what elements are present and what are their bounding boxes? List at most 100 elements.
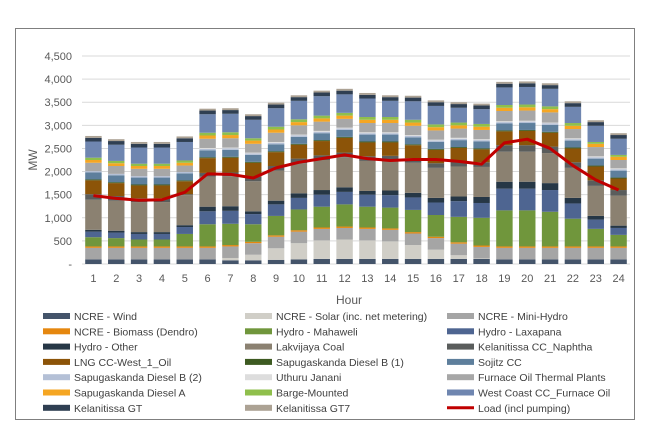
bar-segment bbox=[610, 259, 627, 264]
bar-segment bbox=[176, 195, 193, 226]
y-tick-label: 3,000 bbox=[44, 120, 72, 132]
bar-segment bbox=[267, 132, 285, 142]
bar-segment bbox=[359, 190, 376, 195]
bar-segment bbox=[382, 229, 399, 242]
legend-swatch bbox=[43, 389, 70, 396]
bar-segment bbox=[313, 131, 330, 134]
bar-segment bbox=[473, 202, 490, 218]
bar-segment bbox=[359, 123, 376, 133]
bar-segment bbox=[245, 243, 262, 255]
bar-segment bbox=[541, 122, 559, 124]
bar-segment bbox=[541, 124, 559, 132]
legend-label: NCRE - Biomass (Dendro) bbox=[74, 326, 198, 338]
legend-label: LNG CC-West_1_Oil bbox=[74, 357, 171, 369]
bar-segment bbox=[199, 147, 216, 149]
bar-segment bbox=[519, 86, 536, 105]
bar-segment bbox=[290, 135, 308, 137]
bar-segment bbox=[267, 215, 285, 236]
bar-segment bbox=[108, 247, 125, 260]
bar-segment bbox=[359, 194, 376, 207]
bar-segment bbox=[587, 228, 604, 247]
bar-segment bbox=[541, 247, 559, 260]
x-tick-label: 12 bbox=[338, 273, 350, 285]
x-tick-label: 11 bbox=[316, 273, 327, 285]
bar-segment bbox=[313, 130, 330, 132]
bar-segment bbox=[130, 247, 148, 260]
bar-segment bbox=[450, 107, 467, 123]
bar-segment bbox=[245, 153, 262, 155]
bar-segment bbox=[473, 140, 490, 142]
bar-stack bbox=[473, 103, 490, 264]
bar-segment bbox=[222, 260, 239, 264]
bar-segment bbox=[108, 163, 125, 167]
bar-segment bbox=[85, 160, 102, 163]
bar-segment bbox=[130, 147, 148, 164]
bar-segment bbox=[382, 132, 399, 134]
x-tick-label: 10 bbox=[293, 273, 305, 285]
y-axis-title: MW bbox=[26, 149, 40, 171]
bar-segment bbox=[245, 140, 262, 144]
bar-segment bbox=[336, 157, 353, 188]
legend-swatch bbox=[43, 358, 70, 365]
bar-segment bbox=[199, 211, 216, 225]
bar-stack bbox=[564, 101, 582, 264]
bar-segment bbox=[496, 247, 513, 260]
bar-segment bbox=[267, 204, 285, 216]
legend-item: Uthuru Janani bbox=[245, 372, 341, 384]
bar-segment bbox=[199, 135, 216, 139]
bar-segment bbox=[519, 107, 536, 111]
bar-segment bbox=[222, 135, 239, 139]
gridlines bbox=[82, 55, 630, 265]
bar-segment bbox=[222, 149, 239, 157]
bar-segment bbox=[610, 177, 627, 179]
bar-segment bbox=[587, 219, 604, 229]
bar-segment bbox=[176, 225, 193, 228]
bar-segment bbox=[108, 160, 125, 164]
bar-segment bbox=[222, 108, 239, 111]
x-tick-label: 17 bbox=[453, 273, 465, 285]
bar-segment bbox=[359, 98, 376, 118]
bar-segment bbox=[427, 105, 445, 125]
bar-segment bbox=[427, 124, 445, 128]
bar-segment bbox=[450, 196, 467, 202]
bar-segment bbox=[222, 148, 239, 150]
legend-label: West Coast CC_Furnace Oil bbox=[478, 388, 610, 400]
legend-swatch bbox=[447, 328, 474, 335]
bar-segment bbox=[85, 157, 102, 160]
bar-segment bbox=[427, 100, 445, 103]
x-tick-label: 8 bbox=[250, 273, 256, 285]
bar-segment bbox=[176, 160, 193, 163]
bar-segment bbox=[267, 126, 285, 130]
legend-item: NCRE - Solar (inc. net metering) bbox=[245, 311, 427, 323]
legend-swatch bbox=[447, 389, 474, 396]
bar-segment bbox=[313, 240, 330, 259]
bar-segment bbox=[359, 258, 376, 264]
bar-segment bbox=[199, 158, 216, 173]
bar-segment bbox=[176, 259, 193, 264]
y-tick-label: - bbox=[68, 259, 72, 271]
legend-swatch bbox=[43, 374, 70, 381]
legend-item: Hydro - Other bbox=[43, 342, 138, 354]
bar-stack bbox=[290, 95, 308, 264]
legend-swatch bbox=[245, 374, 272, 381]
x-tick-label: 7 bbox=[227, 273, 233, 285]
bar-segment bbox=[336, 204, 353, 227]
x-tick-label: 21 bbox=[544, 273, 556, 285]
bar-segment bbox=[176, 172, 193, 174]
bar-segment bbox=[519, 259, 536, 264]
bar-segment bbox=[450, 201, 467, 217]
bar-segment bbox=[541, 83, 559, 86]
bar-segment bbox=[564, 101, 582, 104]
legend-label: Barge-Mounted bbox=[276, 388, 349, 400]
x-tick-label: 23 bbox=[590, 273, 602, 285]
bar-segment bbox=[85, 180, 102, 195]
bar-segment bbox=[473, 139, 490, 141]
bar-segment bbox=[313, 227, 330, 229]
bar-segment bbox=[496, 81, 513, 84]
bar-segment bbox=[519, 145, 536, 152]
bar-segment bbox=[427, 163, 445, 168]
legend-item: Load (incl pumping) bbox=[447, 403, 570, 415]
y-tick-label: 500 bbox=[54, 236, 72, 248]
bar-segment bbox=[130, 202, 148, 233]
bar-segment bbox=[222, 156, 239, 158]
